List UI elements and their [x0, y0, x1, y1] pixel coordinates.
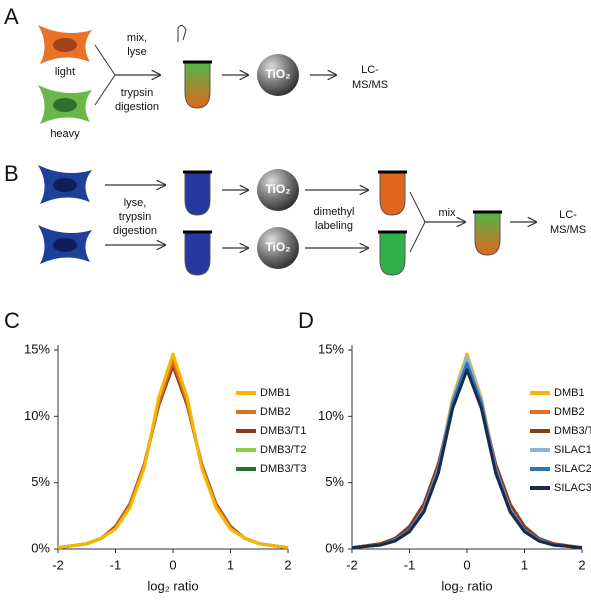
x-tick-label: 1	[227, 557, 234, 572]
cell	[38, 165, 92, 204]
pipette	[177, 24, 187, 42]
tio2-bead	[257, 54, 299, 96]
legend-label: DMB2	[260, 406, 291, 418]
panel-letter: B	[4, 161, 19, 186]
series-line	[57, 359, 289, 550]
label: heavy	[50, 128, 80, 140]
tube	[379, 231, 406, 276]
tio2-bead	[257, 227, 299, 269]
label: mix,	[127, 32, 147, 44]
x-tick-label: -2	[52, 557, 64, 572]
panel-letter: A	[4, 4, 19, 29]
y-tick-label: 0%	[31, 540, 50, 555]
label: LC-	[559, 209, 577, 221]
label: TiO₂	[265, 67, 290, 81]
join	[94, 44, 116, 106]
x-tick-label: 1	[521, 557, 528, 572]
cell-light	[38, 25, 92, 64]
legend-label: DMB3/T2	[260, 444, 306, 456]
tube	[184, 61, 211, 109]
series-line	[57, 356, 289, 550]
y-tick-label: 10%	[24, 408, 50, 423]
x-tick-label: -2	[346, 557, 358, 572]
legend-label: DMB2	[554, 406, 585, 418]
legend-label: DMB1	[260, 387, 291, 399]
legend-label: DMB3/T1	[554, 425, 591, 437]
legend-label: SILAC1	[554, 444, 591, 456]
panel-letter: C	[4, 308, 20, 333]
y-tick-label: 5%	[31, 474, 50, 489]
tube	[184, 171, 211, 216]
y-tick-label: 5%	[325, 474, 344, 489]
series-line	[351, 361, 583, 550]
join	[409, 191, 426, 253]
legend-label: DMB3/T1	[260, 425, 306, 437]
label: MS/MS	[352, 79, 388, 91]
label: digestion	[113, 225, 157, 237]
series-line	[351, 359, 583, 550]
tube	[474, 211, 501, 256]
x-tick-label: 2	[284, 557, 291, 572]
label: lyse,	[124, 197, 147, 209]
legend-label: DMB1	[554, 387, 585, 399]
label: lyse	[127, 46, 147, 58]
x-tick-label: -1	[110, 557, 122, 572]
label: trypsin	[119, 211, 151, 223]
legend-label: SILAC3	[554, 482, 591, 494]
tio2-bead	[257, 169, 299, 211]
label: light	[55, 66, 75, 78]
label: mix	[438, 207, 456, 219]
label: LC-	[361, 64, 379, 76]
cell	[38, 225, 92, 264]
label: TiO₂	[265, 240, 290, 254]
label: dimethyl	[314, 206, 355, 218]
cell-heavy	[38, 85, 92, 124]
y-tick-label: 15%	[24, 341, 50, 356]
tube	[184, 231, 211, 276]
x-tick-label: 0	[169, 557, 176, 572]
label: labeling	[315, 220, 353, 232]
tube	[379, 171, 406, 216]
label: trypsin	[121, 87, 153, 99]
x-tick-label: 2	[578, 557, 585, 572]
legend-label: SILAC2	[554, 463, 591, 475]
panel-letter: D	[298, 308, 314, 333]
y-tick-label: 15%	[318, 341, 344, 356]
y-tick-label: 10%	[318, 408, 344, 423]
series-line	[57, 352, 289, 550]
legend-label: DMB3/T3	[260, 463, 306, 475]
series-line	[351, 355, 583, 550]
series-line	[57, 361, 289, 550]
x-tick-label: -1	[404, 557, 416, 572]
label: digestion	[115, 101, 159, 113]
x-axis-label: log₂ ratio	[441, 578, 492, 593]
label: TiO₂	[265, 182, 290, 196]
x-axis-label: log₂ ratio	[147, 578, 198, 593]
series-line	[351, 368, 583, 550]
y-tick-label: 0%	[325, 540, 344, 555]
x-tick-label: 0	[463, 557, 470, 572]
label: MS/MS	[550, 224, 586, 236]
